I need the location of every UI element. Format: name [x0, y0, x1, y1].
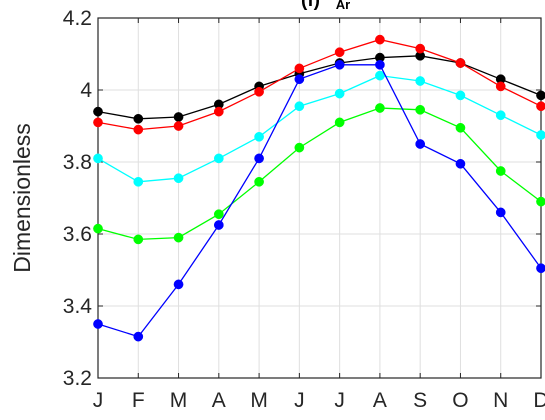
data-point — [254, 153, 264, 164]
series-line — [97, 38, 542, 131]
data-point — [536, 90, 545, 101]
x-tick-label: J — [334, 389, 345, 412]
data-point — [334, 59, 345, 70]
y-tick-label: 3.4 — [63, 295, 93, 318]
data-point — [294, 142, 305, 153]
y-tick-label: 4.2 — [63, 7, 92, 30]
series-layer — [93, 34, 545, 342]
x-tick-label: J — [93, 389, 104, 412]
data-point — [294, 63, 305, 74]
data-point — [375, 59, 385, 70]
series-line — [97, 55, 542, 120]
x-tick-label: S — [413, 389, 427, 412]
data-point — [173, 173, 184, 184]
chart-title: (f) — [301, 0, 320, 11]
data-point — [375, 103, 385, 113]
data-point — [536, 196, 545, 207]
chart-title-subscript: Ar — [336, 0, 350, 12]
data-point — [93, 117, 103, 128]
series-line — [97, 107, 542, 241]
data-point — [93, 106, 103, 117]
series-3 — [93, 103, 545, 245]
data-point — [133, 113, 144, 124]
data-point — [213, 106, 224, 117]
data-point — [173, 112, 184, 122]
data-point — [536, 263, 545, 274]
data-point — [375, 34, 385, 45]
data-point — [415, 43, 426, 54]
data-point — [495, 81, 506, 92]
data-point — [133, 124, 144, 135]
data-point — [213, 153, 224, 164]
series-4 — [93, 59, 545, 342]
data-point — [133, 176, 144, 187]
data-point — [254, 131, 264, 142]
data-point — [495, 110, 506, 121]
x-tick-label: M — [250, 389, 268, 412]
data-point — [334, 47, 345, 58]
axis-ticks — [97, 17, 542, 379]
data-point — [415, 104, 426, 115]
data-point — [93, 153, 103, 164]
x-tick-label: N — [493, 389, 508, 412]
series-1 — [93, 34, 545, 135]
x-tick-label: A — [212, 389, 226, 412]
data-point — [455, 158, 466, 169]
data-point — [415, 76, 426, 86]
data-point — [213, 209, 224, 220]
x-tick-label: O — [452, 389, 468, 412]
tick-labels: J F M A M J J A S O N D 3.2 3.4 3.6 3.8 4 4.2 — [63, 7, 545, 412]
data-point — [254, 176, 264, 187]
series-2 — [93, 70, 545, 187]
y-tick-label: 3.8 — [63, 151, 92, 174]
y-tick-label: 3.6 — [63, 223, 92, 246]
data-point — [495, 166, 506, 176]
data-point — [213, 220, 224, 230]
series-line — [97, 74, 542, 183]
data-point — [375, 70, 385, 81]
data-point — [536, 130, 545, 140]
data-point — [455, 58, 466, 68]
data-point — [455, 90, 466, 101]
chart-title-main: (f) — [301, 0, 320, 11]
data-point — [254, 86, 264, 97]
series-line — [97, 64, 542, 338]
y-axis-label: Dimensionless — [9, 123, 35, 273]
data-point — [173, 279, 184, 290]
data-point — [334, 88, 345, 99]
data-point — [173, 232, 184, 243]
data-point — [93, 223, 103, 234]
data-point — [133, 331, 144, 342]
x-tick-label: A — [373, 389, 387, 412]
x-tick-label: M — [170, 389, 188, 412]
x-tick-label: J — [294, 389, 305, 412]
data-point — [294, 101, 305, 112]
data-point — [334, 117, 345, 128]
data-point — [173, 121, 184, 131]
data-point — [415, 139, 426, 149]
y-tick-label: 3.2 — [63, 367, 92, 390]
data-point — [294, 74, 305, 85]
data-point — [455, 122, 466, 133]
x-tick-label: F — [132, 389, 145, 412]
series-0 — [93, 50, 545, 124]
y-tick-label: 4 — [80, 79, 92, 102]
data-point — [536, 101, 545, 112]
x-tick-label: D — [533, 389, 545, 412]
data-point — [93, 319, 103, 329]
data-point — [495, 207, 506, 218]
data-point — [133, 234, 144, 245]
